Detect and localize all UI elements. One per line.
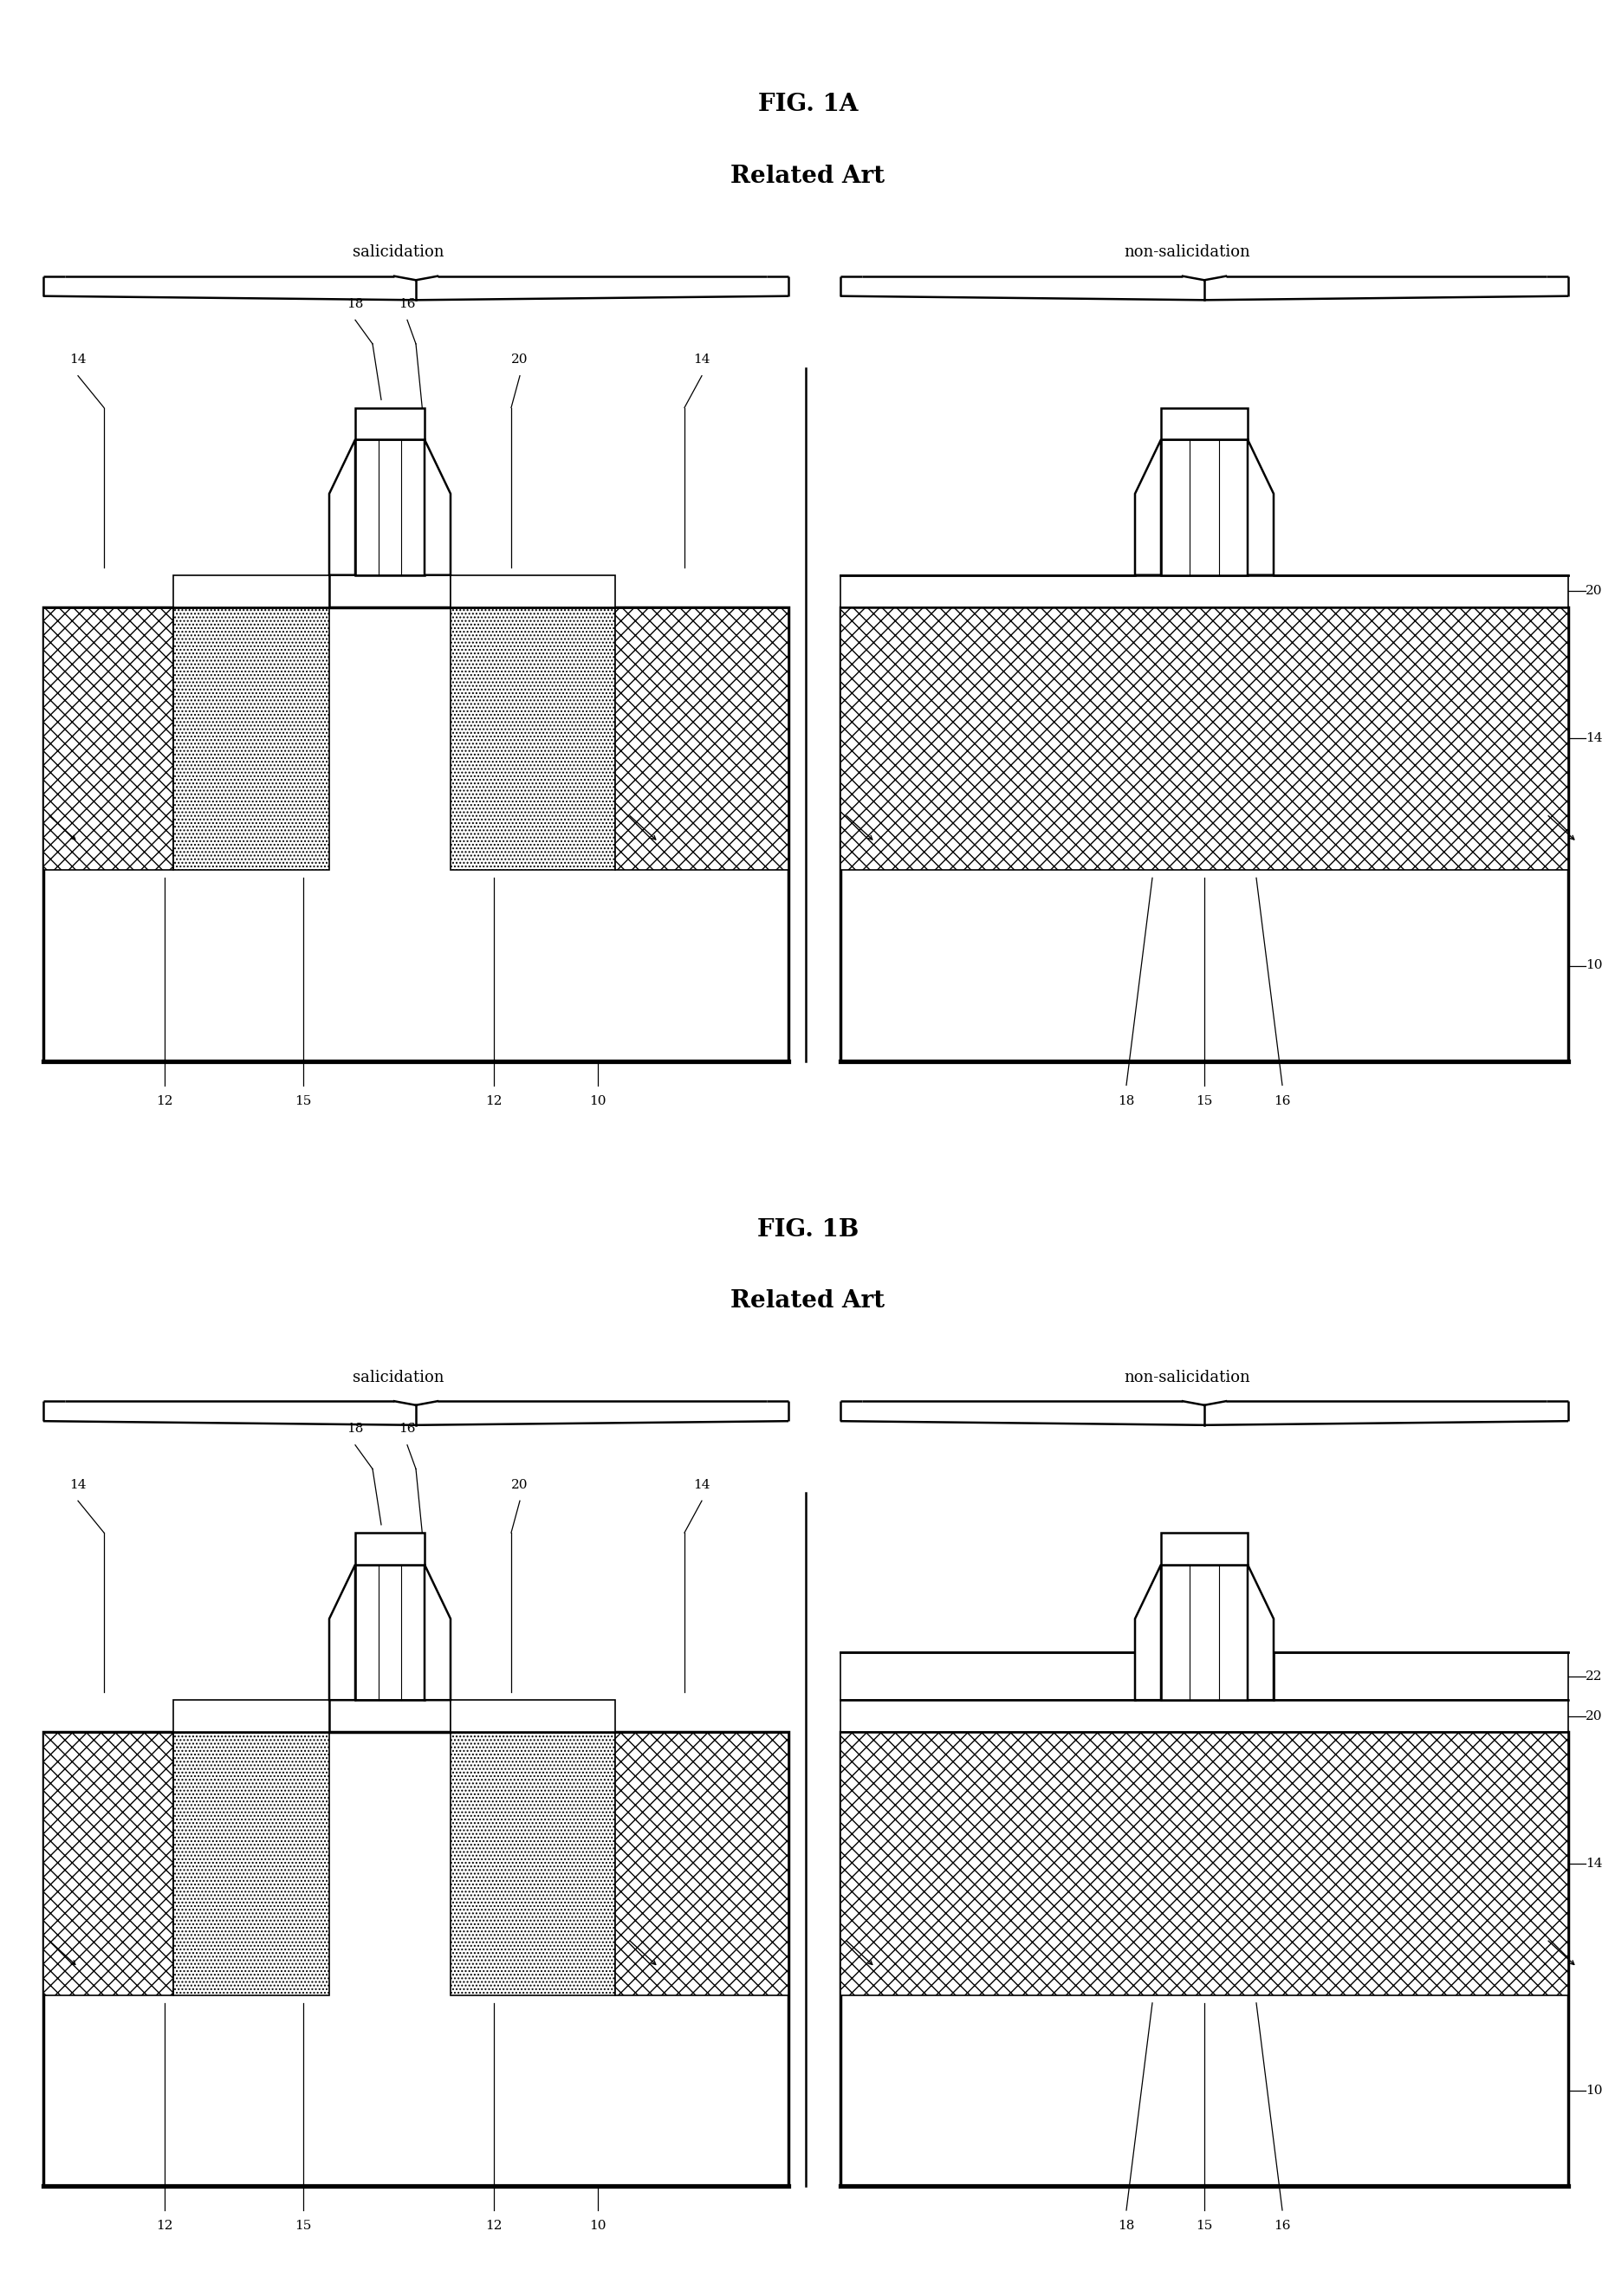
Text: 10: 10: [589, 2220, 606, 2232]
Bar: [44, 1731, 173, 1995]
Polygon shape: [329, 1564, 355, 1699]
Bar: [615, 606, 788, 870]
Text: 15: 15: [1195, 2220, 1213, 2232]
Bar: [1160, 409, 1247, 439]
Polygon shape: [425, 1564, 451, 1699]
Text: 12: 12: [484, 1095, 502, 1107]
Text: 12: 12: [484, 2220, 502, 2232]
Bar: [451, 1699, 615, 1731]
Text: 18: 18: [1118, 1095, 1134, 1107]
Text: 15: 15: [1195, 1095, 1213, 1107]
Bar: [840, 1699, 1568, 1731]
Text: FIG. 1B: FIG. 1B: [757, 1217, 858, 1242]
Text: 16: 16: [399, 1424, 415, 1435]
Text: 12: 12: [157, 2220, 173, 2232]
Text: 12: 12: [157, 1095, 173, 1107]
Bar: [44, 606, 788, 1061]
Bar: [451, 574, 615, 606]
Bar: [355, 1534, 425, 1564]
Polygon shape: [1134, 439, 1160, 574]
Bar: [44, 606, 173, 870]
Bar: [615, 1731, 788, 1995]
Text: 18: 18: [347, 1424, 363, 1435]
Text: 14: 14: [1584, 1857, 1602, 1869]
Text: 20: 20: [1584, 585, 1602, 597]
Bar: [840, 1653, 1568, 1699]
Bar: [173, 1699, 329, 1731]
Text: 18: 18: [347, 298, 363, 310]
Text: 16: 16: [1273, 2220, 1290, 2232]
Text: non-salicidation: non-salicidation: [1124, 1371, 1250, 1384]
Text: 15: 15: [294, 2220, 312, 2232]
Polygon shape: [425, 439, 451, 574]
Bar: [840, 606, 1568, 870]
Text: 10: 10: [1584, 2085, 1602, 2096]
Text: salicidation: salicidation: [352, 1371, 444, 1384]
Text: Related Art: Related Art: [730, 1290, 885, 1313]
Text: 14: 14: [693, 1479, 711, 1490]
Polygon shape: [1247, 439, 1273, 574]
Bar: [615, 1731, 788, 1995]
Bar: [840, 606, 1568, 1061]
Text: non-salicidation: non-salicidation: [1124, 246, 1250, 259]
Text: 16: 16: [1273, 1095, 1290, 1107]
Text: 20: 20: [510, 354, 528, 365]
Bar: [44, 1731, 173, 1995]
Text: 20: 20: [510, 1479, 528, 1490]
Bar: [173, 574, 329, 606]
Bar: [615, 606, 788, 870]
Text: 18: 18: [1118, 2220, 1134, 2232]
Bar: [355, 1564, 425, 1699]
Text: 10: 10: [589, 1095, 606, 1107]
Bar: [44, 606, 173, 870]
Polygon shape: [1134, 1564, 1160, 1699]
Bar: [44, 1731, 788, 2186]
Bar: [173, 606, 329, 870]
Text: Related Art: Related Art: [730, 165, 885, 188]
Text: salicidation: salicidation: [352, 246, 444, 259]
Polygon shape: [1247, 1564, 1273, 1699]
Polygon shape: [329, 439, 355, 574]
Bar: [1160, 1564, 1247, 1699]
Bar: [451, 1731, 615, 1995]
Bar: [173, 1731, 329, 1995]
Bar: [840, 1731, 1568, 1995]
Bar: [840, 1731, 1568, 1995]
Bar: [451, 606, 615, 870]
Bar: [840, 606, 1568, 870]
Bar: [1160, 1534, 1247, 1564]
Text: 20: 20: [1584, 1711, 1602, 1722]
Bar: [840, 1731, 1568, 2186]
Bar: [1160, 439, 1247, 574]
Text: 14: 14: [1584, 732, 1602, 744]
Text: 14: 14: [69, 1479, 86, 1490]
Text: 14: 14: [693, 354, 711, 365]
Bar: [840, 574, 1568, 606]
Text: 10: 10: [1584, 960, 1602, 971]
Bar: [355, 409, 425, 439]
Text: 14: 14: [69, 354, 86, 365]
Text: 15: 15: [294, 1095, 312, 1107]
Bar: [355, 439, 425, 574]
Text: FIG. 1A: FIG. 1A: [757, 92, 858, 117]
Text: 22: 22: [1584, 1669, 1602, 1683]
Text: 16: 16: [399, 298, 415, 310]
